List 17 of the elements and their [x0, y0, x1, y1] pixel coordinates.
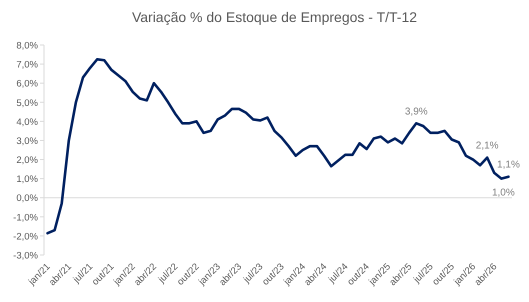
- y-tick-label: 5,0%: [16, 98, 39, 109]
- data-label: 3,9%: [404, 106, 428, 118]
- y-tick-label: 6,0%: [16, 78, 39, 90]
- data-label: 1,0%: [492, 188, 515, 199]
- y-tick-label: 8,0%: [16, 40, 39, 52]
- y-tick-label: 4,0%: [16, 116, 39, 128]
- y-tick-label: -1,0%: [13, 212, 39, 224]
- y-tick-label: 0,0%: [16, 193, 39, 204]
- y-tick-label: -3,0%: [13, 250, 39, 262]
- data-label: 2,1%: [476, 140, 499, 152]
- data-label: 1,1%: [497, 160, 520, 171]
- y-tick-label: 7,0%: [16, 60, 39, 71]
- y-tick-label: -2,0%: [13, 231, 39, 242]
- y-tick-label: 2,0%: [16, 155, 39, 166]
- y-tick-label: 3,0%: [16, 136, 39, 147]
- y-tick-label: 1,0%: [16, 174, 39, 186]
- chart-title: Variação % do Estoque de Empregos - T/T-12: [132, 9, 418, 25]
